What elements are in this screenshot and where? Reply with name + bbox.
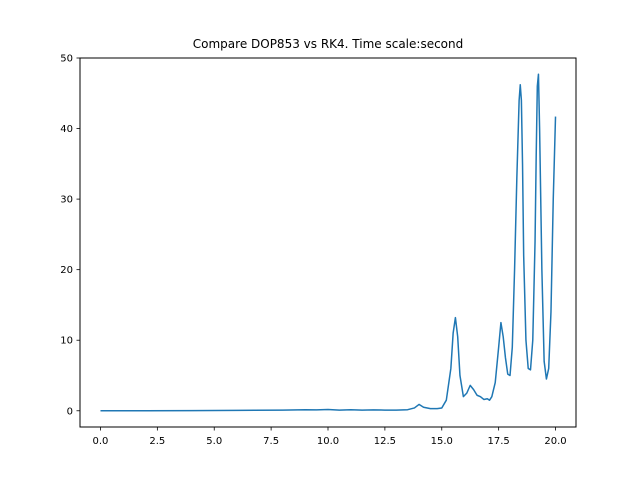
x-tick-label: 15.0 [431,436,453,447]
axes-frame [79,57,577,428]
x-axis: 0.0 2.5 5.0 7.5 10.0 12.5 15.0 17.5 20.0 [93,427,567,447]
y-tick-label: 0 [67,406,73,417]
x-tick-label: 0.0 [93,436,109,447]
chart-title: Compare DOP853 vs RK4. Time scale:second [193,37,463,51]
y-tick-label: 50 [60,54,73,65]
x-tick-label: 20.0 [544,436,566,447]
y-tick-label: 10 [60,336,73,347]
x-tick-label: 5.0 [206,436,222,447]
y-axis: 0 10 20 30 40 50 [60,54,80,417]
y-tick-label: 40 [60,124,73,135]
plot-marks [100,73,557,412]
series-line-0 [100,73,557,412]
x-tick-label: 2.5 [149,436,165,447]
y-tick-label: 20 [60,265,73,276]
y-tick-label: 30 [60,195,73,206]
x-tick-label: 7.5 [263,436,279,447]
x-tick-label: 10.0 [317,436,339,447]
x-tick-label: 17.5 [488,436,510,447]
x-tick-label: 12.5 [374,436,396,447]
